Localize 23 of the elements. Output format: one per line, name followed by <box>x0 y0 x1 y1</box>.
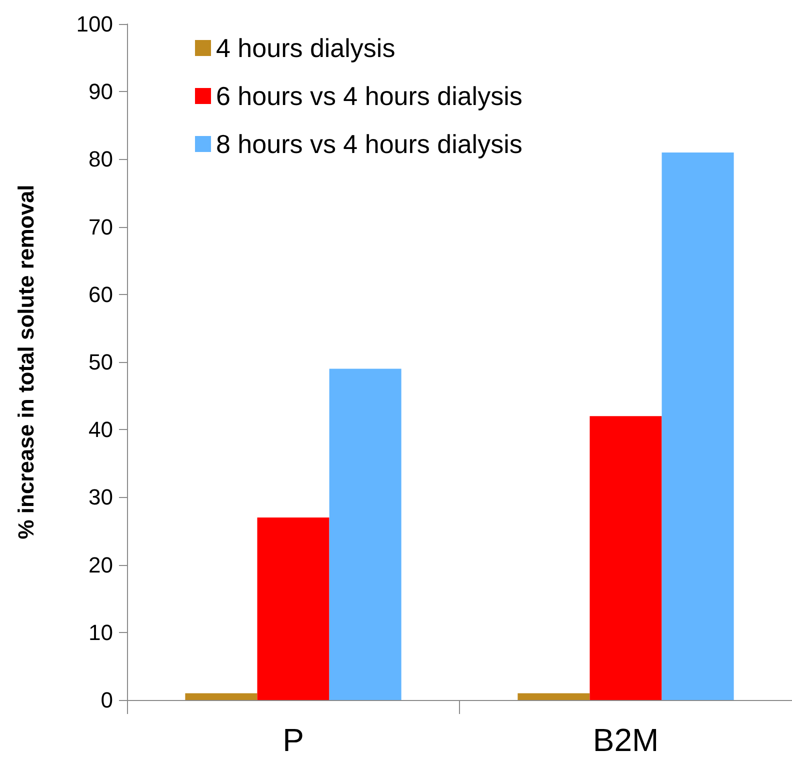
bar <box>329 368 402 700</box>
y-tick-label: 40 <box>88 417 113 442</box>
y-tick-label: 70 <box>88 214 113 240</box>
bar <box>518 693 590 700</box>
legend-label: 8 hours vs 4 hours dialysis <box>216 129 522 159</box>
y-tick-label: 30 <box>88 484 113 510</box>
y-tick-label: 100 <box>76 12 113 36</box>
x-tick-label: P <box>282 722 304 758</box>
y-tick-label: 60 <box>88 282 113 307</box>
y-tick-label: 20 <box>88 552 113 578</box>
legend-label: 6 hours vs 4 hours dialysis <box>216 81 522 111</box>
y-tick-label: 10 <box>88 620 113 645</box>
bar <box>257 517 330 700</box>
y-tick-label: 90 <box>88 79 113 104</box>
y-tick-label: 50 <box>88 350 113 374</box>
x-tick-label: B2M <box>592 722 659 758</box>
bar <box>590 416 662 700</box>
legend-label: 4 hours dialysis <box>216 33 396 63</box>
y-tick-label: 80 <box>88 146 113 172</box>
y-axis-title: % increase in total solute removal <box>14 184 38 540</box>
bar <box>185 693 258 700</box>
y-tick-label: 0 <box>100 688 113 712</box>
bar <box>662 152 734 700</box>
